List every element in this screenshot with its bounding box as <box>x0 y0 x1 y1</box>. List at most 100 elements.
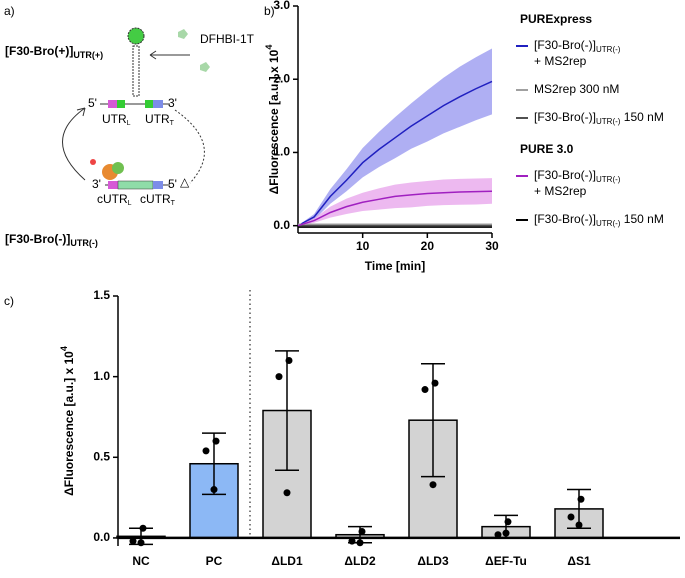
x-tick-label: ΔLD1 <box>271 554 303 568</box>
label-main: UTR <box>145 112 170 126</box>
label-sub: UTR(-) <box>596 175 621 184</box>
legend-label: [F30-Bro(-)]UTR(-) 150 nM <box>534 110 664 126</box>
molecule <box>200 62 210 72</box>
data-point <box>348 537 356 545</box>
fluorophore <box>127 27 145 45</box>
label-sub: UTR(-) <box>596 117 621 126</box>
data-point <box>356 539 364 547</box>
y-tick-label: 2.0 <box>273 71 290 85</box>
region <box>145 100 153 108</box>
label-main: UTR <box>102 112 127 126</box>
arrow-head <box>76 107 86 117</box>
label-main: [F30-Bro(+)] <box>5 44 73 58</box>
legend-title: PURE 3.0 <box>520 142 574 156</box>
data-point <box>210 486 218 494</box>
strand-end: 5' <box>168 177 177 191</box>
legend-label: + MS2rep <box>534 184 587 198</box>
data-point <box>139 524 147 532</box>
diagram-label: [F30-Bro(+)]UTR(+) <box>5 44 103 60</box>
label-sup: 4 <box>59 346 69 351</box>
region <box>108 181 118 189</box>
data-point <box>137 539 145 547</box>
region <box>153 100 163 108</box>
x-tick-label: ΔLD3 <box>417 554 449 568</box>
label-sub: L <box>128 200 132 207</box>
data-point <box>431 379 439 387</box>
diagram: [F30-Bro(+)]UTR(+) DFHBI-1T 5' 3' UTRL U… <box>5 27 255 248</box>
label-sub: T <box>171 200 176 207</box>
y-tick-label: 0.5 <box>93 449 110 463</box>
x-tick-label: ΔLD2 <box>344 554 376 568</box>
x-tick-label: ΔEF-Tu <box>485 554 527 568</box>
x-tick-label: 10 <box>356 239 370 253</box>
y-tick-label: 0.0 <box>273 218 290 232</box>
panel-label: a) <box>4 4 15 18</box>
region <box>117 180 154 190</box>
strand-end: 3' <box>92 177 101 191</box>
label-sub: L <box>127 120 131 127</box>
region <box>117 100 125 108</box>
x-tick-label: NC <box>132 554 150 568</box>
label-sub: UTR(+) <box>73 50 103 60</box>
data-point <box>285 357 293 365</box>
hairpin <box>132 45 140 97</box>
label-main: [F30-Bro(-)] <box>534 38 596 52</box>
line <box>297 190 493 227</box>
legend-label: MS2rep 300 nM <box>534 82 619 96</box>
y-axis-label: ΔFluorescence [a.u.] x 104 <box>264 45 281 195</box>
label-main: ΔFluorescence [a.u.] x 10 <box>62 351 76 496</box>
reagent: DFHBI-1T <box>200 32 255 46</box>
marker: △ <box>180 175 190 189</box>
x-tick-label: ΔS1 <box>567 554 591 568</box>
arrow <box>174 109 205 184</box>
data-point <box>429 481 437 489</box>
x-axis-label: Time [min] <box>365 259 425 273</box>
panel-label: c) <box>4 294 14 308</box>
arrow <box>149 50 190 60</box>
data-point <box>504 518 512 526</box>
label-sub: UTR(-) <box>70 238 98 248</box>
data-point <box>575 521 583 529</box>
region-label: cUTRT <box>140 192 176 207</box>
legend-label: [F30-Bro(-)]UTR(-) <box>534 168 621 184</box>
label-main: cUTR <box>140 192 171 206</box>
label-main: ΔFluorescence [a.u.] x 10 <box>267 49 281 194</box>
x-tick-label: 20 <box>421 239 435 253</box>
region <box>108 100 118 108</box>
data-point <box>502 529 510 537</box>
label-sup: 4 <box>264 45 274 50</box>
strand-end: 5' <box>88 96 97 110</box>
data-point <box>494 531 502 539</box>
panel-label: b) <box>264 4 275 18</box>
arrow <box>62 107 86 181</box>
y-tick-label: 1.5 <box>93 288 110 302</box>
label-main: cUTR <box>97 192 128 206</box>
label-after: 150 nM <box>620 110 663 124</box>
replicase <box>90 159 96 165</box>
y-tick-label: 1.0 <box>273 145 290 159</box>
label-sub: UTR(-) <box>596 219 621 228</box>
data-point <box>275 373 283 381</box>
data-point <box>202 447 210 455</box>
y-axis-label: ΔFluorescence [a.u.] x 104 <box>59 346 76 496</box>
region-label: cUTRL <box>97 192 132 207</box>
region-label: UTRL <box>102 112 131 127</box>
label-main: [F30-Bro(-)] <box>534 110 596 124</box>
x-tick-label: 30 <box>485 239 499 253</box>
replicase <box>112 162 124 174</box>
label-main: MS2rep 300 nM <box>534 82 619 96</box>
label-main: [F30-Bro(-)] <box>5 232 70 246</box>
y-tick-label: 0.0 <box>93 530 110 544</box>
molecule <box>178 29 188 39</box>
label-main: [F30-Bro(-)] <box>534 212 596 226</box>
legend-label: [F30-Bro(-)]UTR(-) 150 nM <box>534 212 664 228</box>
label-after: 150 nM <box>620 212 663 226</box>
region <box>153 181 163 189</box>
label-main: [F30-Bro(-)] <box>534 168 596 182</box>
strand-end: 3' <box>168 96 177 110</box>
data-point <box>421 386 429 394</box>
label-sub: UTR(-) <box>596 45 621 54</box>
data-point <box>358 527 366 535</box>
diagram-label: [F30-Bro(-)]UTR(-) <box>5 232 98 248</box>
